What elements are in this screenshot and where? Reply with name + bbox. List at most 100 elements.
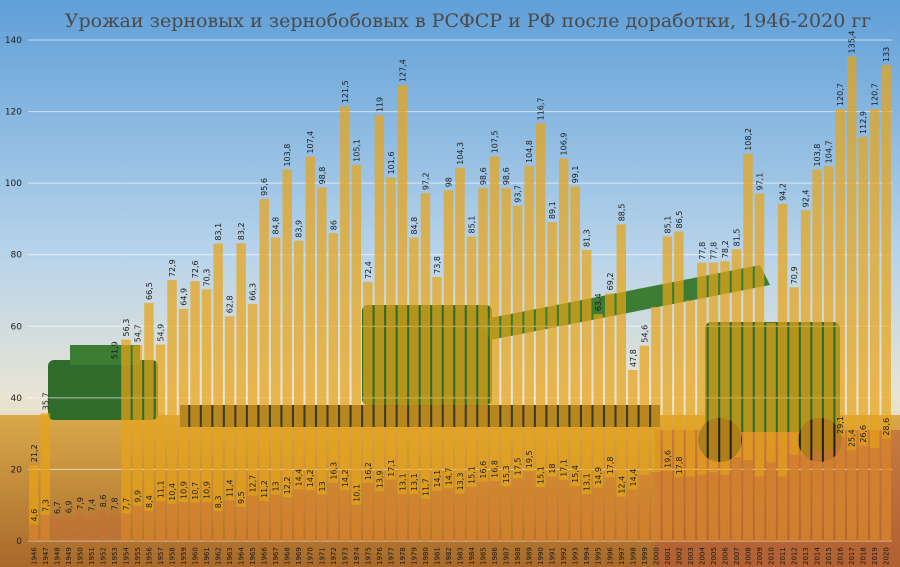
value-label: 21,2: [30, 444, 39, 462]
lower-value-label: 10,9: [180, 481, 189, 499]
bar-lower: [789, 455, 799, 541]
bar-lower: [420, 499, 431, 541]
lower-value-label: 13,1: [398, 473, 407, 491]
lower-value-label: 19,6: [663, 450, 672, 468]
bar-lower: [109, 513, 120, 541]
x-tick-label: 1989: [526, 547, 534, 565]
bar-total: [247, 303, 258, 541]
x-tick-label: 1968: [284, 547, 292, 565]
x-tick-label: 1969: [295, 547, 303, 565]
value-label: 83,2: [237, 222, 246, 240]
value-label: 84,8: [272, 217, 281, 235]
x-tick-label: 1962: [215, 547, 223, 565]
x-tick-label: 1972: [330, 547, 338, 565]
x-tick-label: 2000: [652, 547, 660, 565]
lower-value-label: 7,3: [41, 499, 50, 512]
value-label: 35,7: [41, 392, 50, 410]
bar-lower: [247, 495, 258, 541]
lower-value-label: 26,6: [859, 425, 868, 443]
bar-lower: [731, 456, 742, 541]
bar-total: [351, 164, 362, 541]
bar-total: [720, 261, 730, 541]
x-tick-label: 1953: [111, 547, 119, 565]
x-tick-label: 1993: [572, 547, 580, 565]
x-tick-label: 1976: [376, 547, 384, 565]
bar-lower: [766, 462, 776, 541]
bar-total: [305, 156, 315, 541]
x-tick-label: 1988: [514, 547, 522, 565]
bar-lower: [75, 512, 85, 541]
x-tick-label: 1980: [422, 547, 430, 565]
bar-total: [697, 262, 707, 541]
bar-total: [846, 56, 857, 542]
lower-value-label: 6,9: [64, 501, 73, 514]
x-tick-label: 1951: [88, 547, 96, 565]
value-label: 103,8: [813, 144, 822, 167]
lower-value-label: 14,2: [341, 469, 350, 487]
bar-total: [616, 224, 627, 541]
x-tick-label: 1960: [192, 547, 200, 565]
x-tick-label: 1982: [445, 547, 453, 565]
value-label: 106,9: [560, 133, 569, 156]
bar-total: [581, 250, 592, 542]
x-axis: 1946 1947 1948 1949 1950 1951 1952 1953 1954 1955…: [30, 547, 890, 565]
bar-total: [535, 123, 546, 542]
bar-total: [455, 167, 465, 541]
x-tick-label: 2018: [860, 547, 868, 565]
bar-total: [881, 65, 891, 542]
value-label: 54,9: [156, 324, 165, 342]
bar-lower: [512, 478, 523, 541]
bar-lower: [270, 494, 281, 541]
lower-value-label: 17,8: [606, 456, 615, 474]
lower-value-label: 9,9: [133, 490, 142, 503]
lower-value-label: 17,5: [514, 458, 523, 476]
x-tick-label: 1948: [53, 547, 61, 565]
bar-lower: [547, 476, 557, 541]
x-tick-label: 1954: [122, 547, 130, 565]
lower-value-label: 14,2: [306, 469, 315, 487]
value-label: 86,5: [675, 211, 684, 229]
bar-total: [478, 188, 488, 541]
bar-total: [224, 316, 235, 541]
lower-value-label: 7,7: [122, 498, 131, 511]
value-label: 62,8: [226, 295, 235, 313]
x-tick-label: 2007: [733, 547, 741, 565]
value-label: 119: [375, 97, 384, 112]
x-tick-label: 1956: [145, 547, 153, 565]
bar-total: [800, 210, 811, 541]
bar-total: [409, 237, 419, 541]
x-tick-label: 1991: [549, 547, 557, 565]
x-tick-label: 1984: [468, 547, 476, 565]
bar-lower: [201, 501, 212, 541]
bar-total: [178, 308, 189, 541]
bar-total: [651, 306, 661, 541]
y-tick-label: 60: [11, 322, 23, 332]
bar-total: [512, 205, 523, 541]
value-label: 104,3: [456, 142, 465, 165]
bar-lower: [397, 494, 408, 541]
value-label: 81,3: [583, 229, 592, 247]
value-label: 83,1: [214, 223, 223, 241]
x-tick-label: 1946: [30, 547, 38, 565]
value-label: 108,2: [744, 128, 753, 151]
bar-lower: [858, 445, 868, 541]
lower-value-label: 11,1: [156, 480, 165, 498]
lower-value-label: 13,1: [583, 473, 592, 491]
x-tick-label: 1955: [134, 547, 142, 565]
bar-lower: [224, 500, 235, 541]
bar-lower: [29, 524, 39, 541]
x-tick-label: 1995: [595, 547, 603, 565]
lower-value-label: 7,4: [87, 499, 96, 512]
x-tick-label: 2013: [802, 547, 810, 565]
bar-total: [432, 276, 442, 541]
bar-total: [593, 314, 603, 541]
bar-lower: [317, 494, 327, 541]
bar-lower: [455, 493, 465, 541]
bar-total: [29, 465, 39, 541]
bar-lower: [363, 483, 373, 541]
bar-lower: [628, 489, 638, 541]
bar-total: [443, 190, 454, 542]
bar-total: [812, 169, 822, 541]
x-tick-label: 1977: [387, 547, 395, 565]
